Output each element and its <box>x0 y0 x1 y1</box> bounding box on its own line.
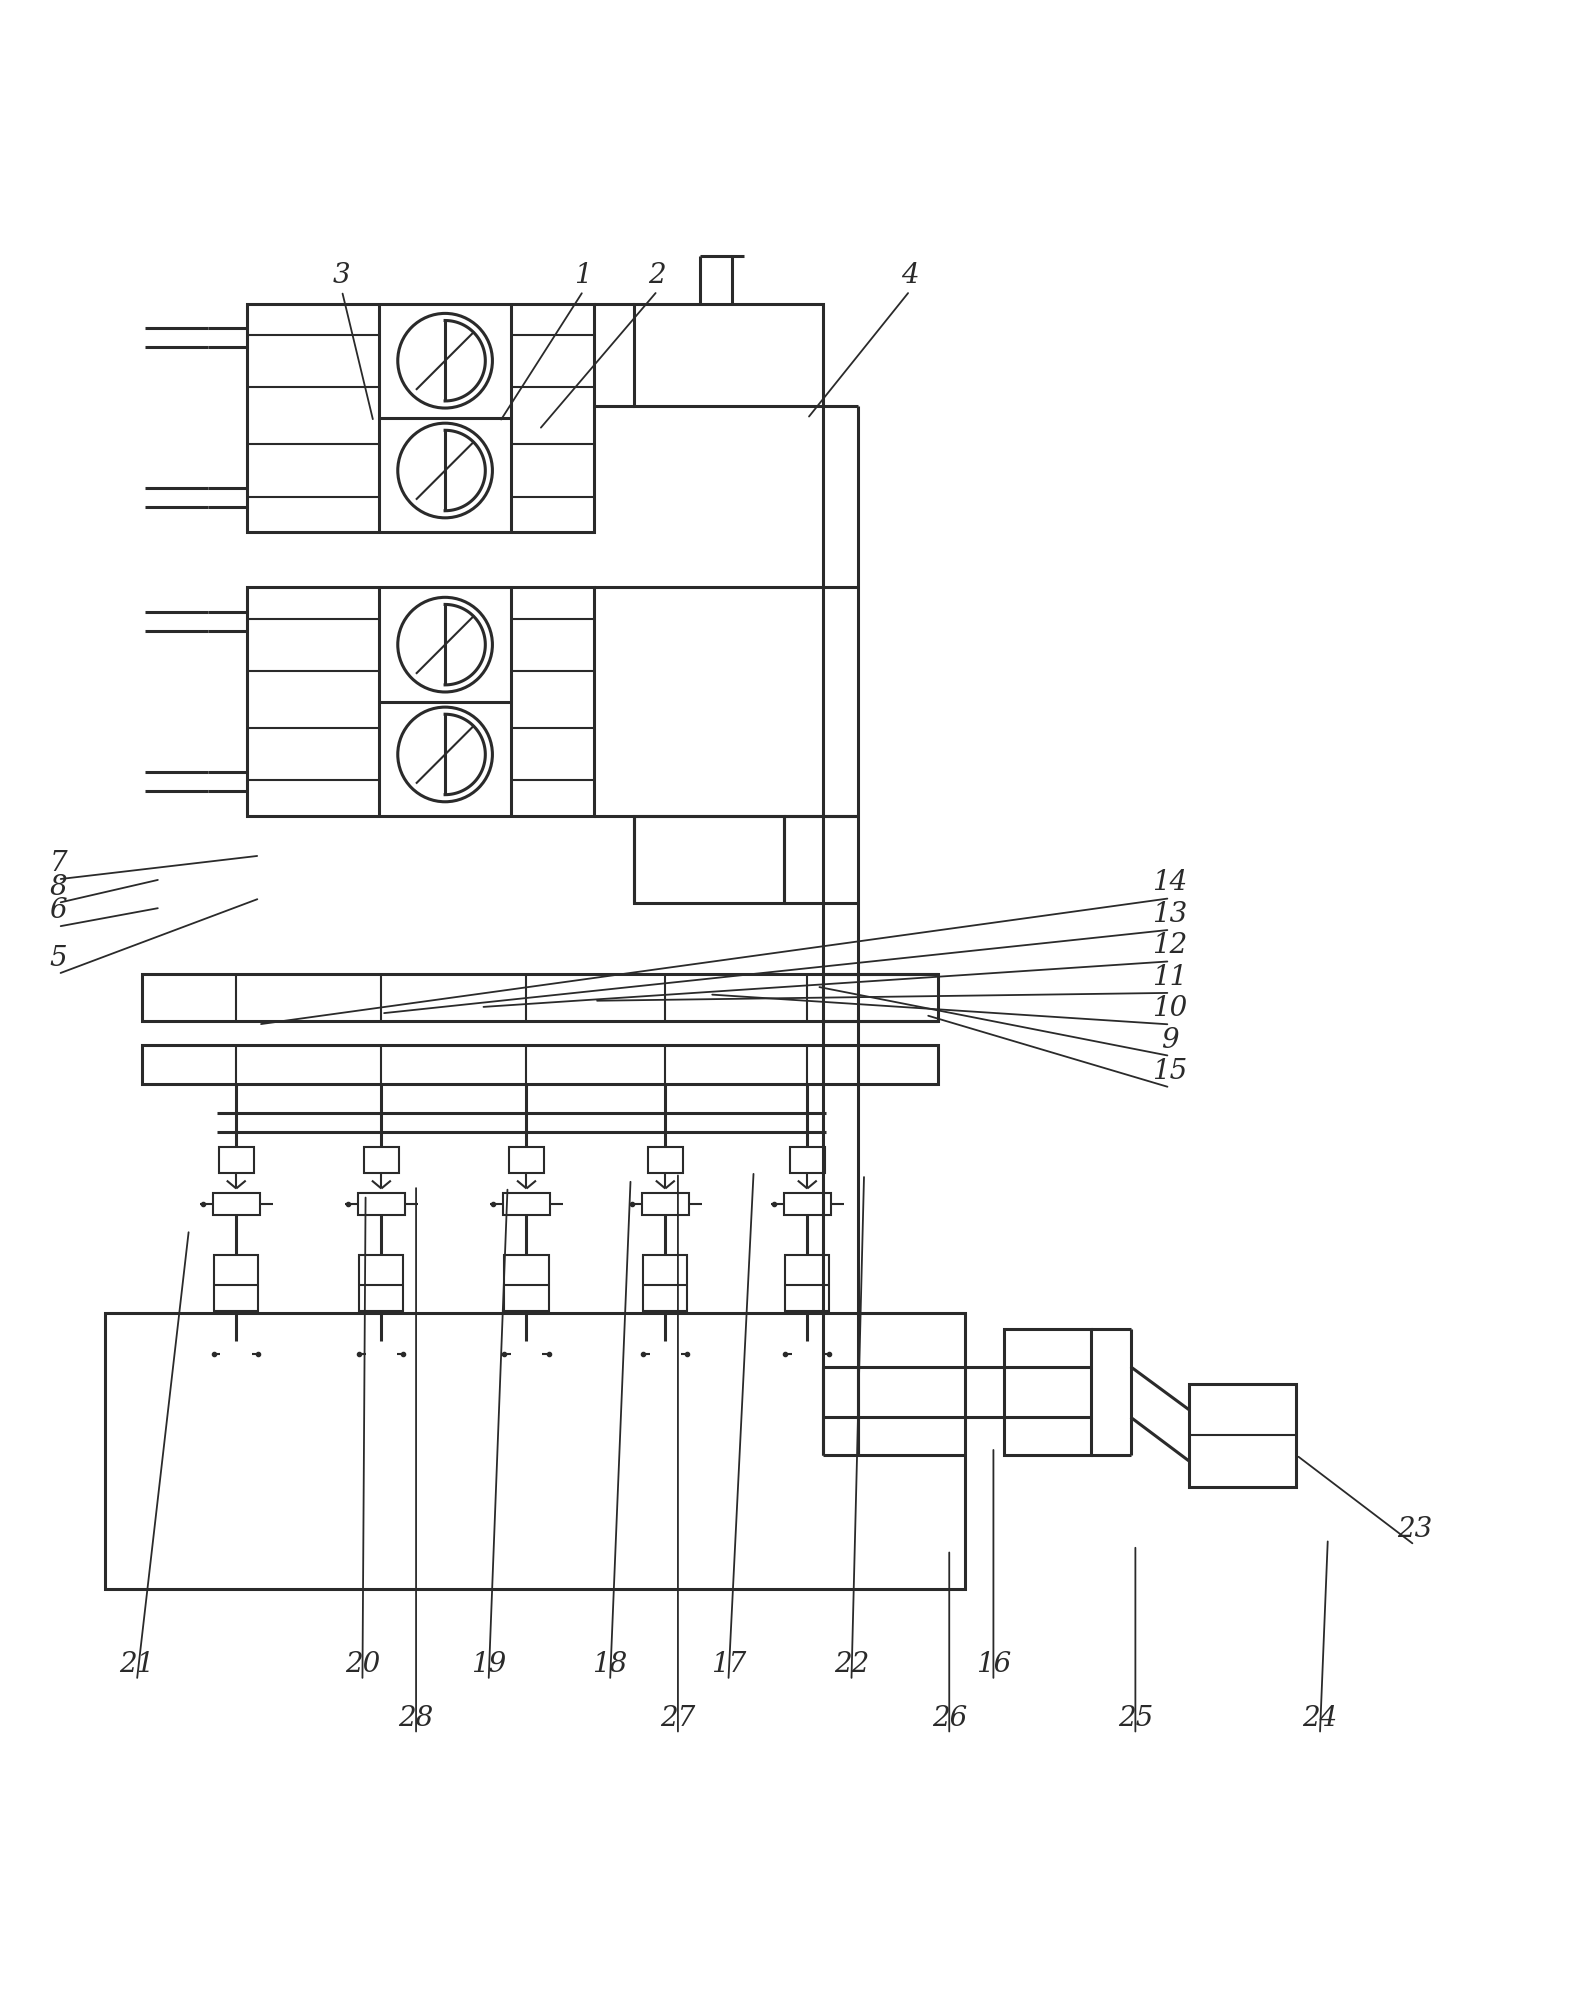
Text: 4: 4 <box>901 261 918 290</box>
Bar <box>212 1193 260 1215</box>
Text: 8: 8 <box>49 873 66 901</box>
Text: 11: 11 <box>1152 963 1187 991</box>
Text: 9: 9 <box>1162 1028 1179 1054</box>
Bar <box>510 1148 545 1172</box>
Bar <box>359 1255 404 1341</box>
Text: 27: 27 <box>660 1705 695 1731</box>
Text: 18: 18 <box>592 1651 628 1679</box>
Text: 15: 15 <box>1152 1058 1187 1086</box>
Text: 23: 23 <box>1396 1516 1433 1542</box>
Bar <box>643 1255 687 1341</box>
Text: 5: 5 <box>49 945 66 971</box>
Bar <box>247 587 594 816</box>
Text: 2: 2 <box>649 261 666 290</box>
Bar <box>247 304 594 533</box>
Text: 28: 28 <box>399 1705 434 1731</box>
Text: 24: 24 <box>1303 1705 1338 1731</box>
Text: 1: 1 <box>575 261 592 290</box>
Text: 25: 25 <box>1118 1705 1152 1731</box>
Bar <box>364 1148 399 1172</box>
Text: 17: 17 <box>711 1651 746 1679</box>
Bar <box>641 1193 689 1215</box>
Bar <box>633 304 823 406</box>
Bar <box>141 973 939 1022</box>
Text: 19: 19 <box>472 1651 507 1679</box>
Bar <box>790 1148 825 1172</box>
Text: 14: 14 <box>1152 869 1187 897</box>
Bar <box>1189 1384 1296 1486</box>
Text: 12: 12 <box>1152 931 1187 959</box>
Bar <box>106 1313 966 1589</box>
Bar <box>503 1193 551 1215</box>
Text: 20: 20 <box>345 1651 380 1679</box>
Bar <box>214 1255 258 1341</box>
Text: 13: 13 <box>1152 901 1187 927</box>
Text: 10: 10 <box>1152 995 1187 1022</box>
Text: 7: 7 <box>49 851 66 877</box>
Bar <box>784 1193 831 1215</box>
Bar <box>505 1255 549 1341</box>
Text: 3: 3 <box>332 261 351 290</box>
Text: 26: 26 <box>932 1705 967 1731</box>
Text: 16: 16 <box>975 1651 1012 1679</box>
Bar <box>218 1148 253 1172</box>
Bar <box>633 816 784 903</box>
Text: 22: 22 <box>834 1651 869 1679</box>
Bar <box>358 1193 405 1215</box>
Bar <box>647 1148 682 1172</box>
Bar <box>1005 1329 1091 1456</box>
Bar <box>785 1255 829 1341</box>
Text: 21: 21 <box>119 1651 155 1679</box>
Text: 6: 6 <box>49 897 66 925</box>
Bar <box>141 1046 939 1084</box>
